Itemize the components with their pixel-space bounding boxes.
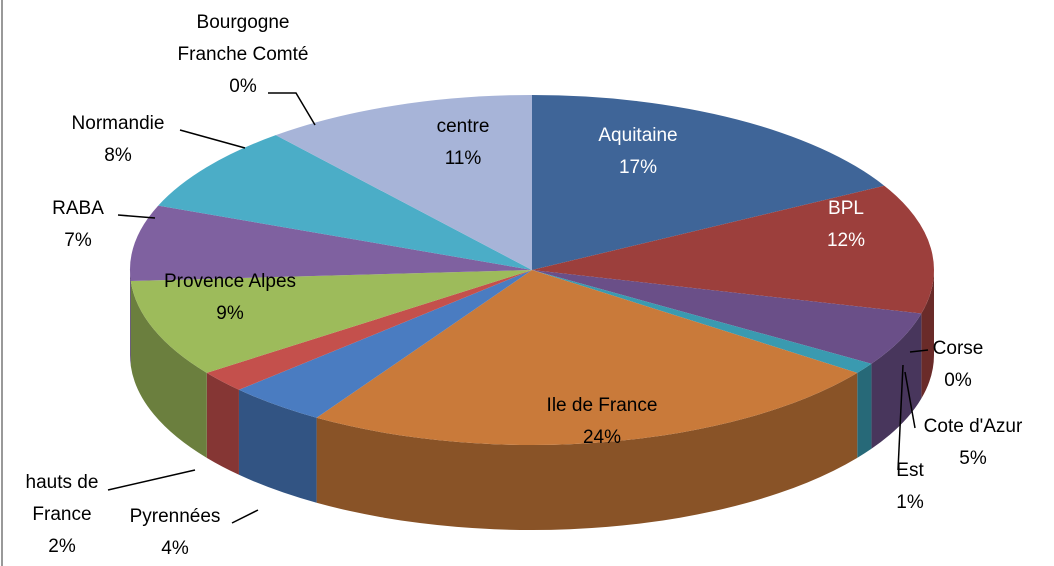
slice-side <box>130 280 207 458</box>
slice-side <box>871 313 922 449</box>
leader-line <box>231 509 259 524</box>
slice <box>206 270 533 390</box>
leader-line <box>179 129 246 149</box>
slice-name: Aquitaine <box>598 125 678 146</box>
slice-name: Provence Alpes <box>163 271 297 292</box>
slice-percent: 1% <box>896 492 924 513</box>
data-label: Pyrennées 4% <box>130 501 221 565</box>
slice-name: hauts de France <box>25 472 99 525</box>
data-label: Ile de France 24% <box>547 390 658 454</box>
data-label: Normandie 8% <box>72 108 165 172</box>
data-label: BPL 12% <box>827 193 865 257</box>
data-label: hauts de France 2% <box>12 467 112 563</box>
leader-line <box>268 92 316 126</box>
data-label: RABA 7% <box>52 193 104 257</box>
slice <box>130 270 532 373</box>
slice <box>316 270 858 445</box>
slice <box>532 270 872 373</box>
slice-name: Est <box>896 460 924 481</box>
slice-percent: 12% <box>826 230 866 251</box>
slice-name: Corse <box>932 338 984 359</box>
data-label: Corse 0% <box>933 333 984 397</box>
data-label: Bourgogne Franche Comté 0% <box>168 7 318 103</box>
slice-name: Ile de France <box>546 395 658 416</box>
slice-side <box>206 372 239 475</box>
slice-side <box>238 389 317 503</box>
data-label: Est 1% <box>896 455 923 519</box>
slice <box>130 205 533 281</box>
slice-name: Cote d'Azur <box>923 416 1023 437</box>
slice <box>158 135 532 270</box>
slice-side <box>857 363 872 458</box>
leader-line <box>117 214 156 219</box>
slice-name: Normandie <box>71 113 165 134</box>
slice <box>238 270 533 418</box>
slice-percent: 7% <box>64 230 92 251</box>
leader-line <box>904 371 916 429</box>
slice <box>532 270 922 364</box>
slice-name: Bourgogne Franche Comté <box>177 12 309 65</box>
slice-side <box>316 372 858 530</box>
slice <box>532 185 934 314</box>
slice-percent: 5% <box>959 448 987 469</box>
slice-percent: 17% <box>618 157 658 178</box>
leader-line <box>909 349 929 353</box>
slice-percent: 0% <box>229 76 257 97</box>
slice-percent: 24% <box>582 427 622 448</box>
slice-percent: 2% <box>48 536 76 557</box>
data-label: Provence Alpes 9% <box>164 266 296 330</box>
slice-name: RABA <box>52 198 104 219</box>
slice <box>275 95 532 270</box>
slice-percent: 4% <box>161 538 189 559</box>
data-label: Cote d'Azur 5% <box>924 411 1023 475</box>
data-label: Aquitaine 17% <box>598 120 677 184</box>
slice-name: Pyrennées <box>129 506 221 527</box>
slice-side <box>921 270 934 399</box>
leader-line <box>897 364 904 471</box>
slice-percent: 8% <box>104 145 132 166</box>
slice-percent: 11% <box>444 148 482 169</box>
slice-percent: 9% <box>216 303 244 324</box>
slice-name: BPL <box>828 198 864 219</box>
slice-percent: 0% <box>944 370 972 391</box>
slice <box>532 95 885 270</box>
slice-name: centre <box>436 116 490 137</box>
leader-line <box>107 469 196 491</box>
slice-side <box>130 270 131 366</box>
data-label: centre 11% <box>437 111 490 175</box>
